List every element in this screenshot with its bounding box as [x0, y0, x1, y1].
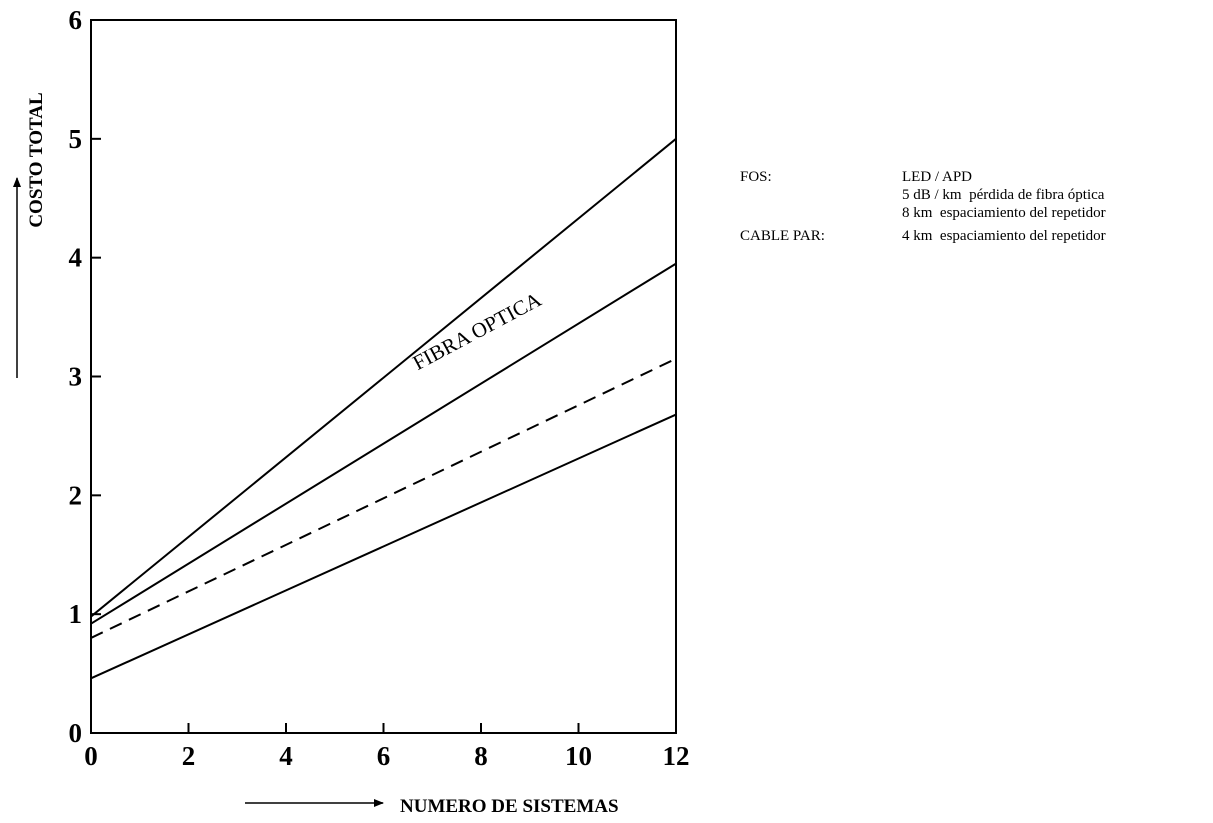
legend-value: LED / APD — [902, 169, 973, 185]
x-tick-label: 2 — [182, 741, 196, 771]
y-tick-label: 0 — [69, 718, 83, 748]
legend-values: 4 km espaciamiento del repetidor — [902, 227, 1106, 245]
y-tick-label: 2 — [69, 480, 83, 510]
series-group — [90, 138, 677, 680]
legend-row: CABLE PAR: 4 km espaciamiento del repetid… — [740, 227, 1106, 245]
x-tick-label: 10 — [565, 741, 592, 771]
x-tick-label: 0 — [84, 741, 98, 771]
y-axis-title: COSTO TOTAL — [26, 92, 47, 227]
y-tick-label: 3 — [69, 362, 83, 392]
y-tick-label: 5 — [69, 124, 83, 154]
legend-row: FOS: LED / APD 5 dB / km pérdida de fibra … — [740, 168, 1106, 222]
x-tick-label: 12 — [663, 741, 690, 771]
series-line-2 — [90, 262, 677, 625]
legend: FOS: LED / APD 5 dB / km pérdida de fibra … — [740, 168, 1106, 250]
x-tick-label: 6 — [377, 741, 391, 771]
y-tick-label: 1 — [69, 599, 83, 629]
series-line-3 — [90, 357, 677, 639]
x-tick-label: 8 — [474, 741, 488, 771]
legend-value: 5 dB / km pérdida de fibra óptica — [902, 187, 1105, 203]
legend-values: LED / APD 5 dB / km pérdida de fibra ópti… — [902, 168, 1106, 222]
legend-value: 4 km espaciamiento del repetidor — [902, 228, 1106, 244]
x-tick-label: 4 — [279, 741, 293, 771]
y-tick-label: 4 — [69, 243, 83, 273]
x-axis-title: NUMERO DE SISTEMAS — [400, 796, 619, 817]
x-ticks: 0 2 4 6 8 10 12 — [84, 723, 690, 771]
legend-value: 8 km espaciamiento del repetidor — [902, 205, 1106, 221]
legend-key: FOS: — [740, 169, 772, 185]
series-line-1 — [90, 138, 677, 618]
series-line-4 — [90, 413, 677, 680]
y-tick-label: 6 — [69, 5, 83, 35]
legend-key: CABLE PAR: — [740, 228, 825, 244]
y-ticks: 0 1 2 3 4 5 6 — [69, 5, 101, 748]
